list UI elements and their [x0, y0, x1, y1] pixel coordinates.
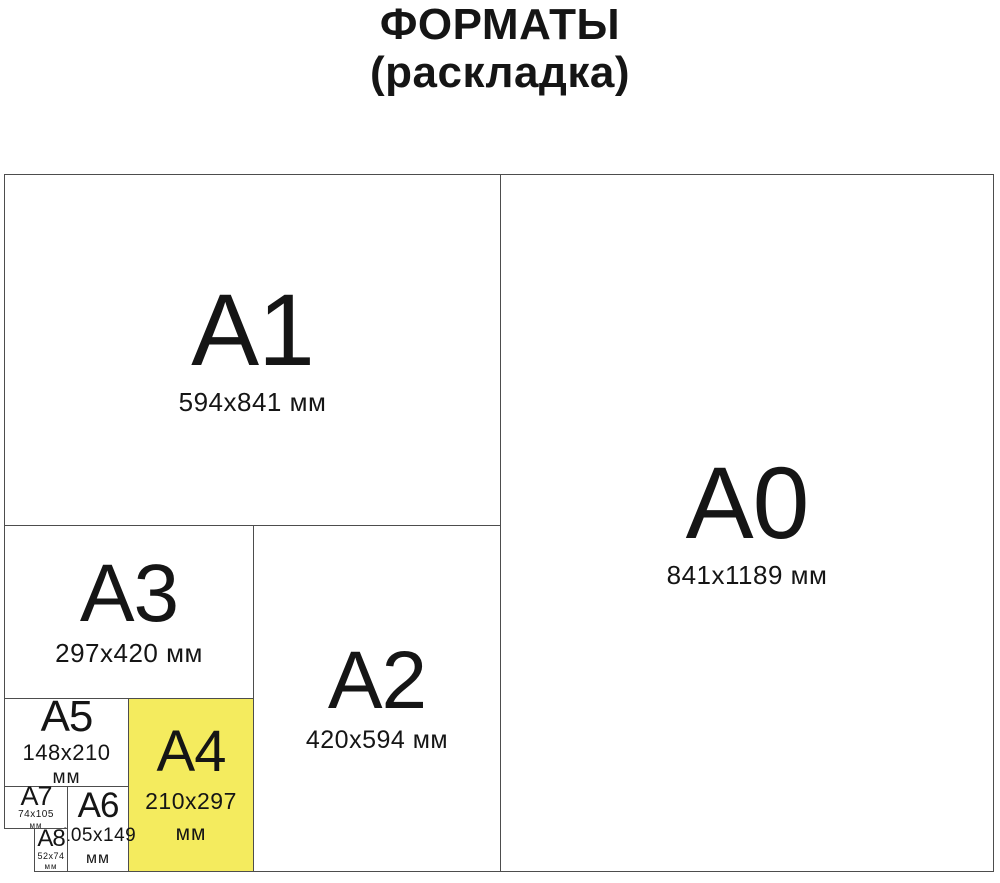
format-unit: мм [44, 862, 58, 872]
format-dimensions: 148x210 [22, 740, 111, 766]
format-unit: мм [86, 850, 110, 868]
format-label: A0 [685, 445, 810, 560]
format-dimensions: 297x420 мм [55, 637, 203, 668]
format-label: A3 [79, 548, 179, 640]
format-label: A4 [156, 718, 227, 784]
format-dimensions: 594x841 мм [178, 387, 327, 418]
format-dimensions: 105x149 [59, 825, 137, 847]
format-unit: мм [29, 821, 43, 831]
format-dimensions: 210x297 [145, 788, 237, 815]
format-box-a8: A8 52x74 мм [34, 824, 68, 872]
page-title: ФОРМАТЫ (раскладка) [0, 0, 1000, 97]
format-unit: мм [52, 767, 81, 789]
format-label: A6 [77, 785, 120, 825]
format-dimensions: 420x594 мм [305, 726, 449, 755]
format-label: A2 [327, 634, 427, 726]
format-box-a0: A0 841x1189 мм [500, 174, 994, 872]
format-unit: мм [175, 822, 207, 846]
format-dimensions: 74x105 [18, 809, 54, 821]
format-label: A7 [20, 780, 52, 811]
format-label: A1 [191, 272, 315, 387]
format-box-a1: A1 594x841 мм [4, 174, 501, 526]
format-label: A8 [37, 824, 65, 852]
format-box-a4: A4 210x297 мм [128, 698, 254, 872]
format-box-a2: A2 420x594 мм [253, 525, 501, 872]
format-box-a3: A3 297x420 мм [4, 525, 254, 699]
page-title-line2: (раскладка) [369, 48, 631, 97]
format-label: A5 [40, 691, 94, 741]
format-box-a7: A7 74x105 мм [4, 780, 68, 831]
format-box-a6: A6 105x149 мм [60, 785, 136, 872]
format-dimensions: 52x74 [37, 851, 65, 862]
format-dimensions: 841x1189 мм [666, 560, 828, 591]
page-title-line1: ФОРМАТЫ [379, 0, 621, 49]
format-box-a5: A5 148x210 мм [4, 691, 129, 789]
